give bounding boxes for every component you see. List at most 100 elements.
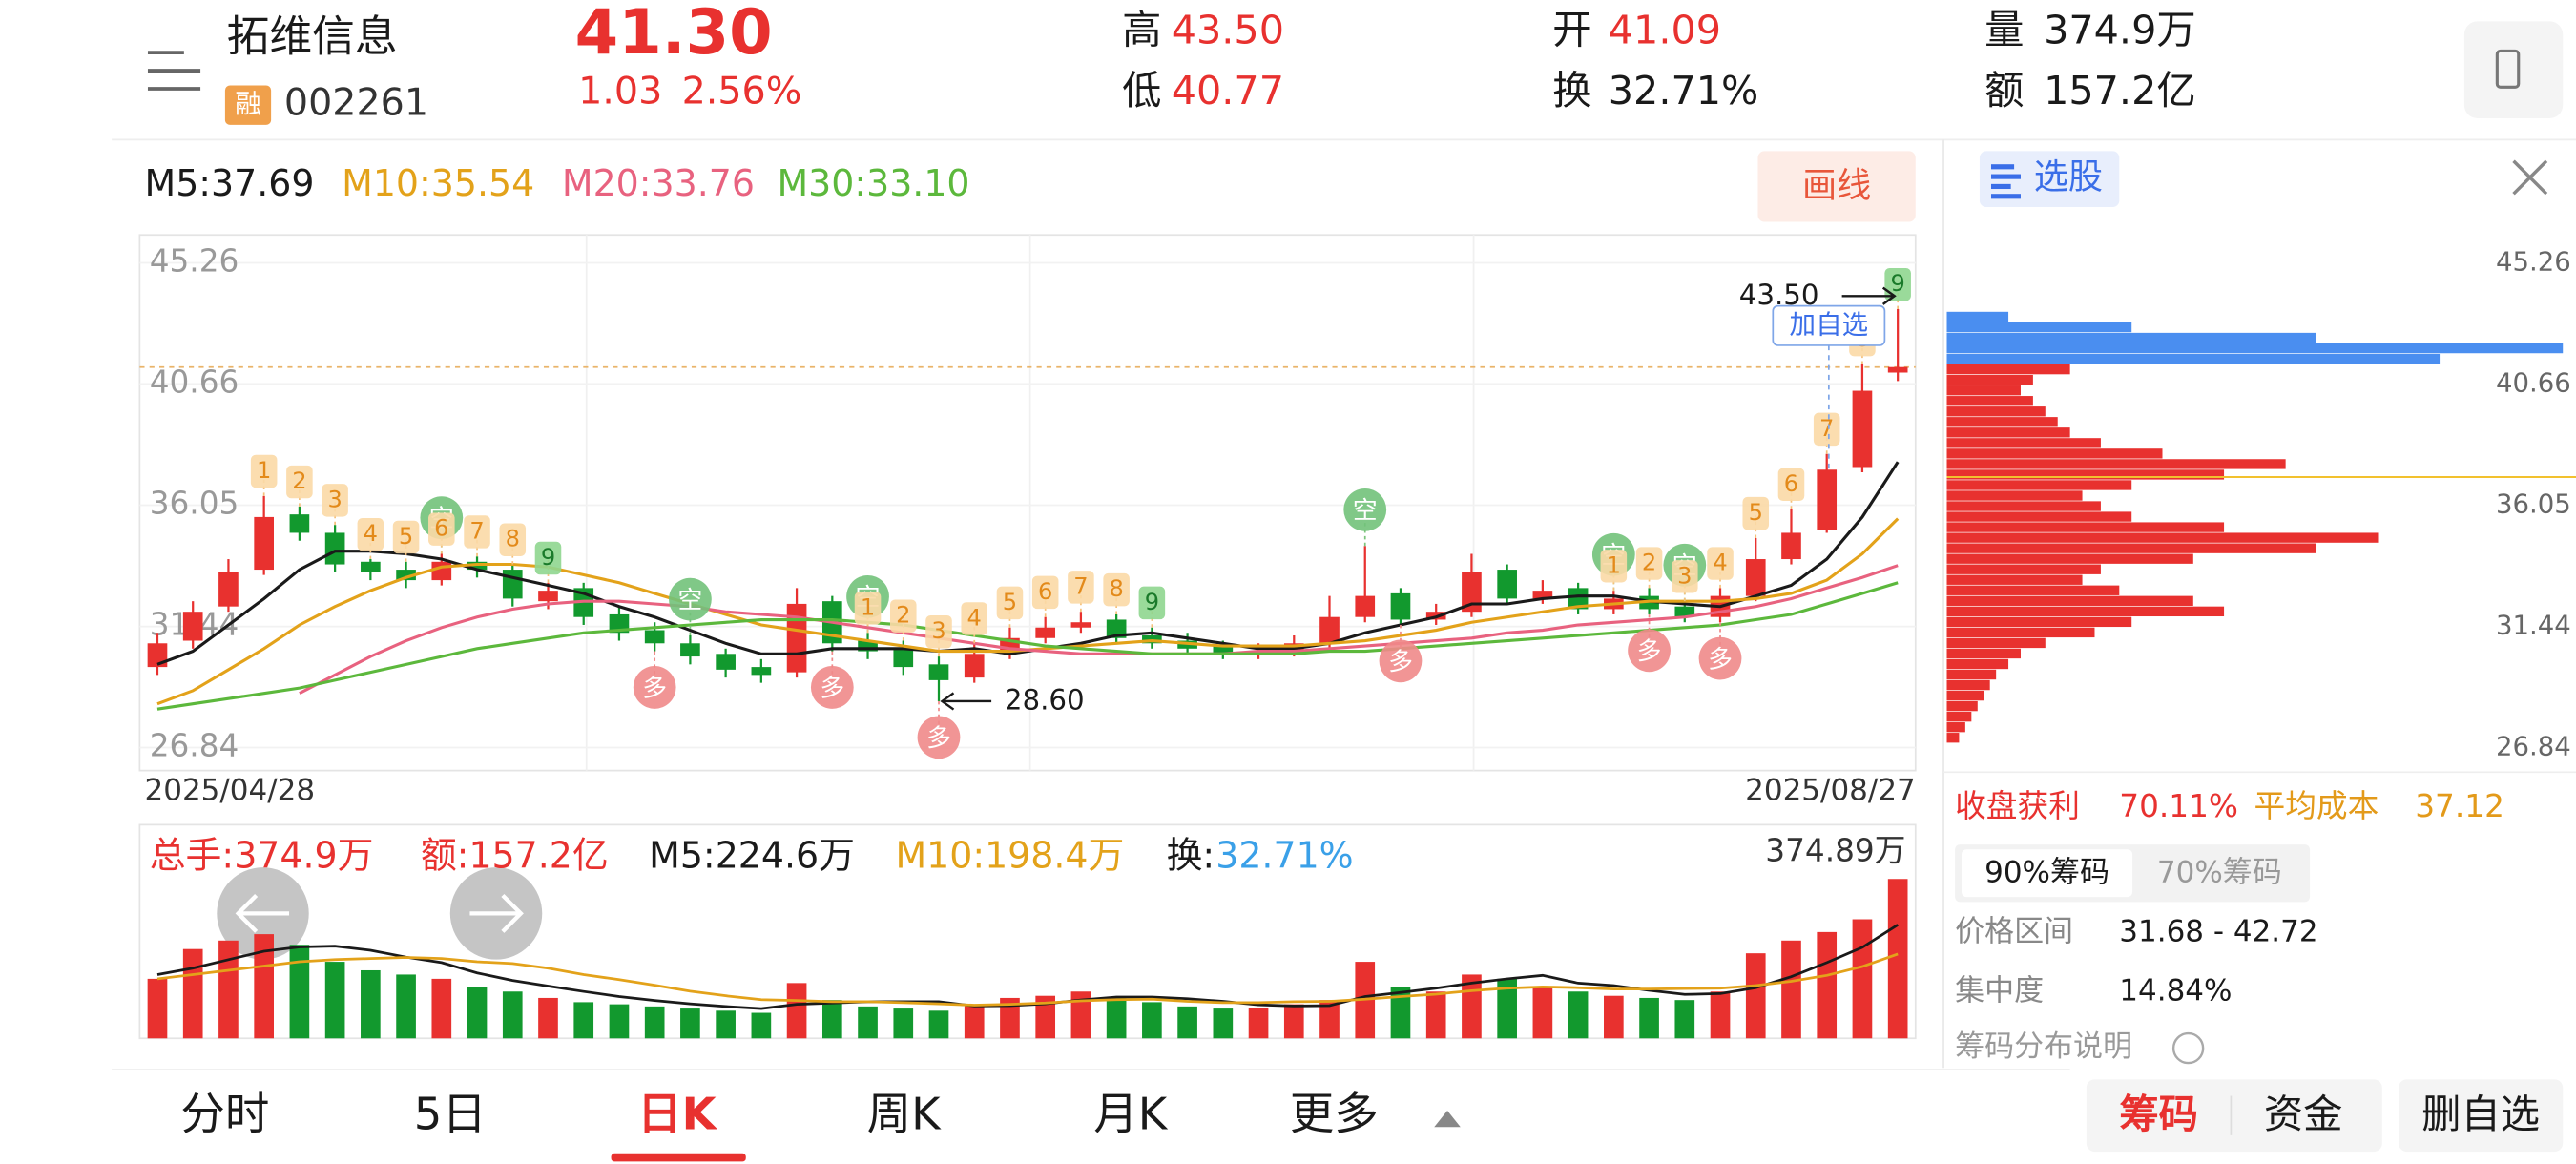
stock-code: 002261 (284, 81, 428, 125)
low: 40.77 (1172, 68, 1284, 114)
volume-legend: M10:198.4万 (895, 834, 1124, 876)
volume-bar (1425, 991, 1446, 1039)
candle-body (1355, 595, 1376, 617)
more-arrow[interactable] (1434, 1111, 1461, 1128)
chip-tab[interactable]: 70%筹码 (2157, 856, 2282, 890)
ma-line (299, 564, 1899, 696)
margin-tag: 融 (235, 89, 261, 119)
tab[interactable]: 日K (637, 1088, 717, 1139)
td-badge (1068, 571, 1094, 604)
td-label: 5 (399, 523, 413, 550)
tab[interactable]: 更多 (1290, 1088, 1379, 1139)
td-badge (1672, 560, 1698, 593)
chip-bar (1946, 322, 2132, 333)
low-annotation: 28.60 (1005, 683, 1085, 716)
candle-body (928, 664, 949, 680)
candle-body (361, 561, 381, 572)
volume-bar (964, 1004, 985, 1039)
td-badge (1635, 547, 1663, 580)
select-button-bg[interactable] (1979, 151, 2120, 207)
td-label: 7 (1819, 415, 1834, 442)
x-start: 2025/04/28 (145, 773, 316, 807)
chip-bar (1946, 627, 2095, 638)
bottom-button[interactable]: 删自选 (2421, 1091, 2540, 1137)
volume-legend: 总手:374.9万 (150, 834, 374, 876)
chip-tab[interactable]: 90%筹码 (1984, 856, 2109, 890)
nav-arrow[interactable] (217, 867, 309, 960)
volume-bar (716, 1010, 736, 1039)
turnover-label: 换 (1552, 68, 1591, 114)
tab[interactable]: 分时 (180, 1088, 269, 1139)
volume-bar (1070, 991, 1091, 1039)
volume-bar (821, 1000, 842, 1039)
volume-bar (1604, 995, 1624, 1039)
margin-tag-bg (224, 85, 272, 125)
tab[interactable]: 5日 (414, 1088, 487, 1139)
volume-frame (138, 823, 1917, 1040)
volume-ma-line (156, 952, 1899, 1007)
volume-bar (858, 1006, 878, 1039)
signal-badge (810, 666, 854, 709)
candle-body (644, 630, 665, 644)
td-label: 4 (364, 520, 378, 547)
chip-bar (1946, 574, 2083, 585)
candle-body (1568, 588, 1589, 610)
candle-body (254, 516, 274, 571)
tab-selected-bg[interactable] (1961, 849, 2133, 898)
td-label: 4 (967, 604, 982, 631)
volume-bar (467, 987, 488, 1039)
select-button[interactable]: 选股 (2034, 156, 2103, 197)
help-link[interactable]: 筹码分布说明 (1955, 1029, 2132, 1064)
td-label: 3 (1677, 562, 1692, 589)
chip-y-label: 31.44 (2496, 611, 2571, 641)
volume-bar (1035, 995, 1056, 1039)
device-button[interactable] (2463, 21, 2564, 118)
chip-bar (1946, 722, 1965, 733)
chip-bar (1946, 616, 2132, 628)
signal-badge (1698, 636, 1742, 680)
help-icon[interactable] (2171, 1031, 2205, 1065)
candle-body (324, 532, 345, 565)
draw-button[interactable]: 画线 (1802, 164, 1871, 205)
chip-bar (1946, 700, 1978, 712)
candle-body (1390, 592, 1411, 620)
chip-bar (1946, 511, 2132, 522)
signal-badge (1379, 639, 1423, 683)
volume-bar (609, 1004, 630, 1039)
chip-bar (1946, 364, 2070, 375)
concentration-label: 集中度 (1955, 974, 2044, 1008)
volume-bar (1674, 1000, 1695, 1039)
candle-body (609, 613, 630, 634)
signal-badge (669, 577, 712, 621)
bottom-button[interactable]: 筹码 (2119, 1091, 2198, 1137)
chip-bar (1946, 459, 2286, 469)
avg-cost: 37.12 (2415, 788, 2504, 824)
device-icon (2495, 49, 2521, 89)
close-icon[interactable] (2512, 159, 2548, 196)
td-badge (889, 599, 917, 633)
chip-bar (1946, 564, 2101, 574)
volume-bar (1532, 987, 1553, 1039)
candle-body (964, 654, 985, 678)
td-label: 1 (257, 457, 271, 484)
volume-bar (1852, 919, 1873, 1039)
td-badge (961, 602, 988, 635)
volume-bar (1639, 997, 1659, 1039)
chip-y-label: 36.05 (2496, 488, 2571, 519)
tab[interactable]: 月K (1093, 1088, 1168, 1139)
menu-icon[interactable] (147, 51, 201, 91)
volume-bar (182, 948, 203, 1039)
nav-arrow[interactable] (449, 867, 543, 960)
candle-body (218, 572, 239, 607)
volume-bar (893, 1008, 914, 1039)
chip-y-label: 45.26 (2496, 247, 2571, 278)
candle-body (1497, 570, 1517, 599)
bottom-button[interactable]: 资金 (2264, 1091, 2343, 1137)
volume-bar (1390, 987, 1411, 1039)
volume-bar (1283, 1004, 1304, 1039)
tab[interactable]: 周K (867, 1088, 942, 1139)
volume-bar (147, 978, 168, 1039)
draw-button-bg[interactable] (1757, 151, 1916, 222)
td-label: 6 (1038, 578, 1052, 605)
chip-bar (1946, 374, 2033, 385)
